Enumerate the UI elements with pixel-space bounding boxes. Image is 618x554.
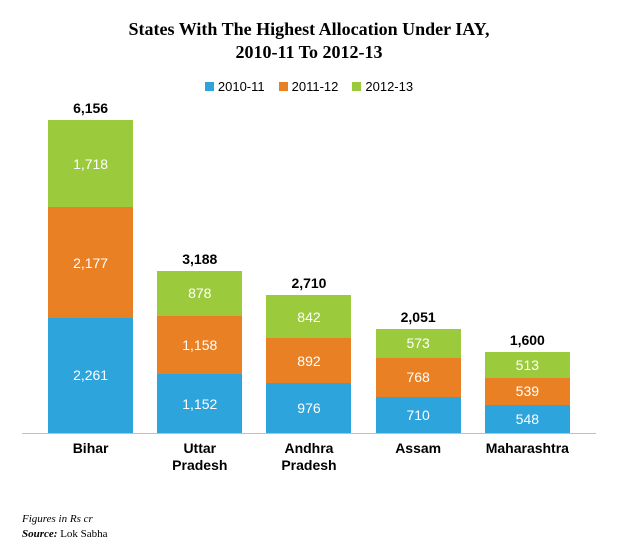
footer-note: Figures in Rs cr	[22, 512, 108, 527]
chart-title-line2: 2010-11 To 2012-13	[235, 42, 382, 62]
bar-group: 1,600548539513	[485, 352, 570, 433]
x-axis-label: AndhraPradesh	[266, 440, 351, 475]
legend-item: 2011-12	[279, 79, 339, 94]
bar-segment: 513	[485, 352, 570, 378]
bar-stack: 2,710976892842	[266, 295, 351, 433]
bar-segment: 573	[376, 329, 461, 358]
bar-group: 2,051710768573	[376, 329, 461, 433]
plot-area: 6,1562,2612,1771,7183,1881,1521,1588782,…	[22, 104, 596, 434]
footer-source: Source: Lok Sabha	[22, 527, 108, 542]
legend-item: 2012-13	[352, 79, 413, 94]
legend-label: 2012-13	[365, 79, 413, 94]
bar-group: 2,710976892842	[266, 295, 351, 433]
bar-segment: 842	[266, 295, 351, 338]
bar-segment: 539	[485, 378, 570, 405]
legend: 2010-11 2011-12 2012-13	[22, 79, 596, 94]
bar-total-label: 3,188	[157, 251, 242, 267]
bar-total-label: 6,156	[48, 100, 133, 116]
legend-swatch	[352, 82, 361, 91]
legend-label: 2010-11	[218, 79, 265, 94]
bar-segment: 710	[376, 397, 461, 433]
bar-total-label: 2,710	[266, 275, 351, 291]
bar-segment: 2,261	[48, 318, 133, 433]
chart-footer: Figures in Rs cr Source: Lok Sabha	[22, 512, 108, 542]
bar-segment: 548	[485, 405, 570, 433]
x-axis-label: UttarPradesh	[157, 440, 242, 475]
footer-source-label: Source:	[22, 528, 60, 540]
footer-source-value: Lok Sabha	[60, 528, 107, 540]
x-axis-label: Assam	[376, 440, 461, 475]
bar-total-label: 2,051	[376, 309, 461, 325]
bar-group: 3,1881,1521,158878	[157, 271, 242, 433]
bar-segment: 1,718	[48, 120, 133, 207]
x-axis-label: Maharashtra	[485, 440, 570, 475]
chart-title: States With The Highest Allocation Under…	[22, 18, 596, 65]
bar-segment: 976	[266, 383, 351, 433]
x-axis-labels: Bihar UttarPradesh AndhraPradesh Assam Mahar…	[22, 434, 596, 475]
bar-group: 6,1562,2612,1771,718	[48, 120, 133, 433]
chart-title-line1: States With The Highest Allocation Under…	[129, 19, 490, 39]
bar-segment: 878	[157, 271, 242, 316]
bar-stack: 1,600548539513	[485, 352, 570, 433]
bar-stack: 3,1881,1521,158878	[157, 271, 242, 433]
bar-segment: 768	[376, 358, 461, 397]
bar-segment: 1,158	[157, 316, 242, 375]
bar-total-label: 1,600	[485, 332, 570, 348]
x-axis-label: Bihar	[48, 440, 133, 475]
bar-stack: 2,051710768573	[376, 329, 461, 433]
legend-label: 2011-12	[292, 79, 339, 94]
legend-item: 2010-11	[205, 79, 265, 94]
bar-segment: 1,152	[157, 374, 242, 432]
bar-stack: 6,1562,2612,1771,718	[48, 120, 133, 433]
bar-segment: 2,177	[48, 207, 133, 318]
legend-swatch	[205, 82, 214, 91]
bar-segment: 892	[266, 338, 351, 383]
legend-swatch	[279, 82, 288, 91]
